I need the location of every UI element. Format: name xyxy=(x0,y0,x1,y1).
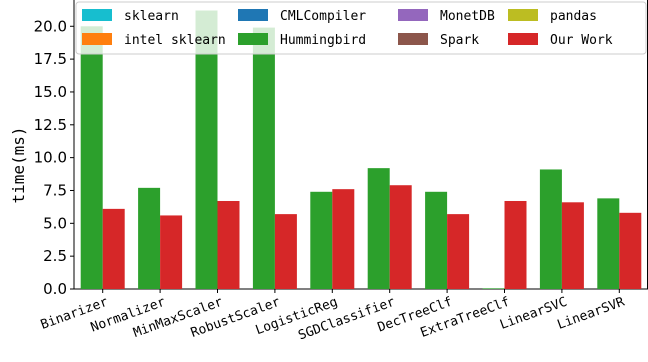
bar xyxy=(217,200,240,289)
y-tick-label: 7.5 xyxy=(43,181,67,199)
bar xyxy=(425,191,448,289)
legend-label: Our Work xyxy=(550,33,613,48)
y-tick-label: 15.0 xyxy=(34,83,67,101)
bar xyxy=(561,202,584,289)
bar xyxy=(482,288,505,289)
legend: sklearn intel sklearn CMLCompiler Hummingbi… xyxy=(75,1,647,55)
legend-swatch xyxy=(82,33,112,45)
bar xyxy=(274,214,297,289)
legend-label: intel sklearn xyxy=(124,33,226,48)
legend-label: CMLCompiler xyxy=(280,9,366,24)
legend-swatch xyxy=(398,33,428,45)
bar xyxy=(619,212,642,289)
bar xyxy=(389,185,412,289)
legend-label: MonetDB xyxy=(440,9,495,24)
y-tick-label: 2.5 xyxy=(43,247,67,265)
y-tick-label: 10.0 xyxy=(34,149,67,167)
bar xyxy=(447,214,470,289)
bar xyxy=(367,168,390,289)
bar xyxy=(160,215,183,289)
legend-swatch xyxy=(238,9,268,21)
legend-label: sklearn xyxy=(124,9,179,24)
y-tick-label: 0.0 xyxy=(43,280,67,298)
legend-swatch xyxy=(398,9,428,21)
y-axis-label: time(ms) xyxy=(9,126,28,203)
bar xyxy=(138,187,161,289)
bar xyxy=(504,200,527,289)
bar xyxy=(597,198,620,289)
legend-swatch xyxy=(508,33,538,45)
bar xyxy=(252,27,275,289)
bar xyxy=(539,169,562,289)
y-tick-label: 17.5 xyxy=(34,50,67,68)
y-tick-label: 5.0 xyxy=(43,214,67,232)
legend-swatch xyxy=(238,33,268,45)
legend-swatch xyxy=(82,9,112,21)
legend-swatch xyxy=(508,9,538,21)
bar xyxy=(80,26,103,289)
legend-label: Spark xyxy=(440,33,479,48)
y-tick-label: 12.5 xyxy=(34,116,67,134)
legend-label: Hummingbird xyxy=(280,33,366,48)
y-tick-label: 20.0 xyxy=(34,17,67,35)
bar xyxy=(310,191,333,289)
bar xyxy=(195,10,218,289)
legend-box xyxy=(75,1,647,55)
bar xyxy=(332,189,355,289)
legend-label: pandas xyxy=(550,9,597,24)
bar xyxy=(102,208,125,289)
